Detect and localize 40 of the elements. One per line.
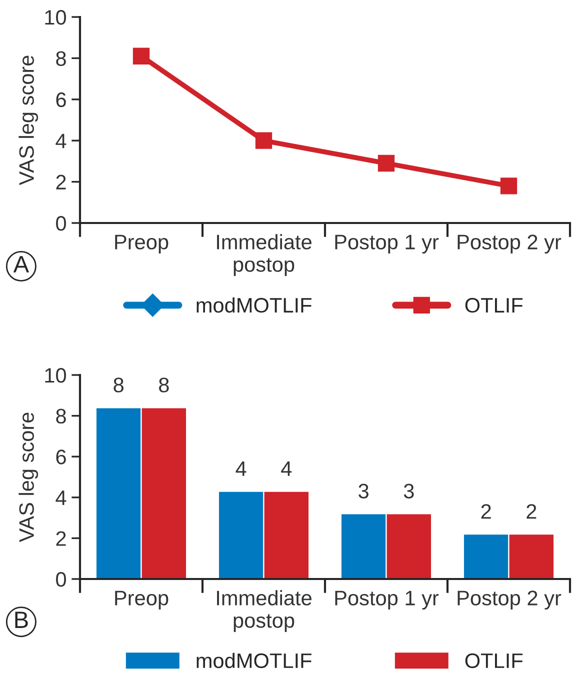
- text: A: [13, 256, 30, 272]
- y-tick-label: 10: [45, 368, 66, 383]
- x-tick-label: Preop: [115, 590, 168, 610]
- y-tick-label: 6: [56, 450, 66, 464]
- x-tick-label: Postop 2 yr: [458, 590, 562, 610]
- point: [500, 178, 518, 194]
- y-tick-label: 0: [56, 216, 66, 231]
- y-tick-label: 8: [56, 408, 66, 424]
- point: [255, 132, 272, 149]
- y-tick-label: 6: [56, 92, 66, 108]
- y-tick-label: 8: [56, 51, 66, 66]
- data-label: 4: [236, 462, 246, 476]
- y-tick-label: 10: [45, 10, 66, 25]
- data-label: 3: [358, 484, 368, 498]
- data-label: 8: [114, 378, 124, 392]
- text: B: [15, 612, 28, 628]
- y-tick-label: 4: [56, 490, 66, 505]
- x-tick-label: Preop: [115, 234, 168, 254]
- x-tick-label: Immediate postop: [217, 234, 312, 276]
- y-tick-label: 2: [56, 174, 66, 190]
- y-axis-title: VAS leg score: [18, 56, 38, 186]
- data-label: 2: [526, 504, 536, 519]
- data-label: 2: [481, 504, 491, 519]
- y-tick-label: 4: [56, 134, 66, 148]
- data-label: 8: [159, 378, 169, 392]
- legend-label: OTLIF: [465, 298, 523, 313]
- data-label: 3: [404, 484, 414, 498]
- x-tick-label: Immediate postop: [217, 590, 312, 632]
- legend-label: modMOTLIF: [196, 652, 312, 668]
- y-tick-label: 0: [56, 572, 66, 587]
- x-tick-label: Postop 1 yr: [335, 234, 439, 254]
- x-tick-label: Postop 1 yr: [335, 590, 439, 610]
- point: [378, 154, 395, 172]
- legend-label: modMOTLIF: [196, 297, 312, 313]
- data-label: 4: [281, 462, 292, 476]
- x-tick-label: Postop 2 yr: [458, 234, 562, 254]
- point: [132, 48, 150, 64]
- y-tick-label: 2: [56, 531, 66, 546]
- legend-label: OTLIF: [465, 653, 523, 668]
- y-axis-title: VAS leg score: [18, 412, 38, 542]
